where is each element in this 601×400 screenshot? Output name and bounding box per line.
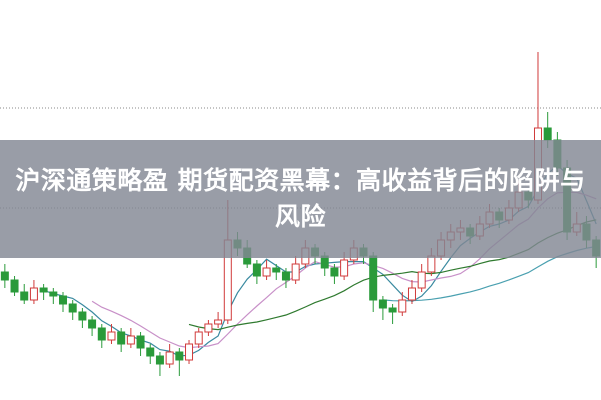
- candle-body: [146, 347, 155, 357]
- candle-body: [369, 255, 378, 301]
- candle-body: [417, 271, 426, 289]
- candle-body: [136, 335, 145, 349]
- candle-body: [388, 307, 397, 313]
- candle-body: [68, 303, 77, 313]
- candle-body: [59, 295, 68, 305]
- title-overlay-band: [0, 140, 601, 258]
- candle-body: [291, 263, 300, 281]
- candle-body: [272, 267, 281, 273]
- candle-body: [281, 271, 290, 281]
- candle-body: [39, 287, 48, 293]
- candle-body: [378, 299, 387, 309]
- candle-body: [117, 331, 126, 345]
- candle-body: [126, 335, 135, 345]
- article-title: 沪深通策略盈 期货配资黑幕：高收益背后的陷阱与风险: [15, 166, 586, 231]
- candle-body: [543, 127, 552, 141]
- candle-body: [204, 323, 213, 333]
- candle-body: [194, 331, 203, 345]
- candle-body: [49, 291, 58, 297]
- candle-body: [398, 299, 407, 313]
- candle-body: [155, 355, 164, 365]
- candle-body: [78, 311, 87, 321]
- candle-body: [20, 291, 29, 301]
- candle-body: [88, 319, 97, 329]
- candle-body: [185, 343, 194, 361]
- candle-body: [165, 351, 174, 365]
- candle-body: [0, 271, 9, 281]
- candle-body: [175, 351, 184, 361]
- candle-body: [252, 263, 261, 277]
- candle-body: [214, 319, 223, 325]
- candle-body: [340, 259, 349, 277]
- candle-body: [29, 287, 38, 301]
- candle-body: [97, 327, 106, 341]
- candle-body: [427, 255, 436, 273]
- candle-body: [262, 267, 271, 277]
- candle-body: [107, 331, 116, 341]
- candle-body: [330, 267, 339, 277]
- candle-body: [10, 279, 19, 293]
- candle-body: [407, 287, 416, 301]
